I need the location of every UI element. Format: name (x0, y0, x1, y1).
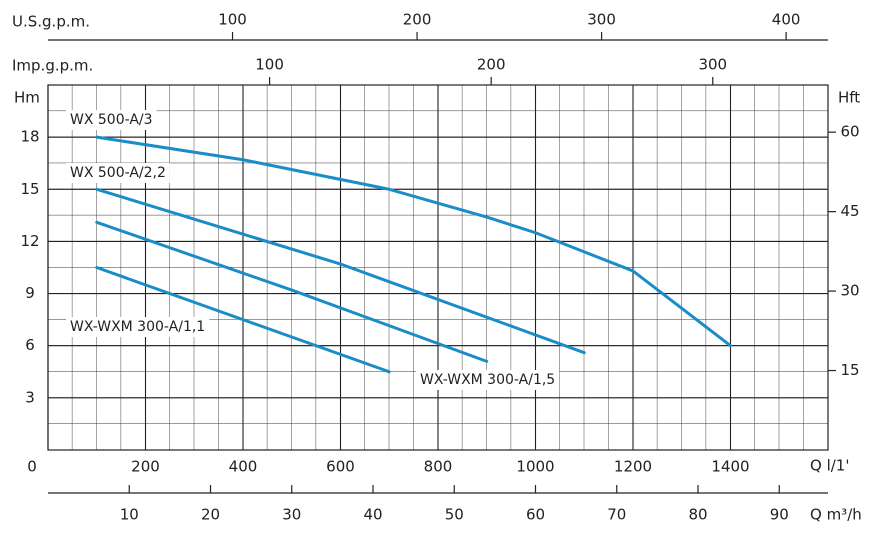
x2-tick-label: 50 (445, 506, 464, 524)
x2-tick-label: 40 (363, 506, 382, 524)
y-tick-label: 6 (25, 336, 35, 354)
x2-axis-label: Q m³/h (810, 506, 862, 524)
top-axis-label: Imp.g.p.m. (12, 57, 93, 75)
label-background (416, 370, 560, 390)
x-tick-label: 400 (229, 458, 258, 476)
label-background (66, 110, 157, 130)
curve-label: WX 500-A/2,2 (70, 165, 166, 181)
curve (95, 266, 391, 374)
x-tick-label: 1400 (711, 458, 749, 476)
top-tick-label: 300 (587, 11, 616, 29)
top-tick-label: 200 (403, 11, 432, 29)
y2-tick-label: 15 (840, 361, 859, 379)
x2-tick-label: 80 (688, 506, 707, 524)
x-tick-label: 1200 (614, 458, 652, 476)
y2-axis-label: Hft (838, 89, 860, 107)
y2-tick-label: 30 (840, 282, 859, 300)
x2-tick-label: 90 (770, 506, 789, 524)
y-tick-label: 9 (25, 284, 35, 302)
x2-tick-label: 30 (282, 506, 301, 524)
top-tick-label: 200 (477, 56, 506, 74)
top-tick-label: 100 (218, 11, 247, 29)
x2-tick-label: 60 (526, 506, 545, 524)
y2-tick-label: 60 (840, 123, 859, 141)
y-tick-label: 3 (25, 388, 35, 406)
y2-tick-label: 45 (840, 202, 859, 220)
curve (95, 135, 732, 348)
label-background (66, 163, 170, 183)
x-tick-label: 0 (27, 458, 37, 476)
top-tick-label: 400 (772, 11, 801, 29)
curve (95, 187, 586, 355)
curve (95, 220, 489, 363)
label-background (66, 317, 210, 337)
curve-label: WX-WXM 300-A/1,5 (420, 372, 555, 388)
top-tick-label: 100 (255, 56, 284, 74)
x-tick-label: 600 (326, 458, 355, 476)
y-axis-label: Hm (14, 89, 40, 107)
y-tick-label: 15 (20, 180, 39, 198)
curve-label: WX 500-A/3 (70, 112, 153, 128)
top-tick-label: 300 (698, 56, 727, 74)
x2-tick-label: 10 (120, 506, 139, 524)
top-axis-label: U.S.g.p.m. (12, 13, 90, 31)
x-tick-label: 800 (424, 458, 453, 476)
curve-label: WX-WXM 300-A/1,1 (70, 319, 205, 335)
x-tick-label: 1000 (516, 458, 554, 476)
y-tick-label: 18 (20, 128, 39, 146)
x2-tick-label: 20 (201, 506, 220, 524)
x2-tick-label: 70 (607, 506, 626, 524)
x-axis-label: Q l/1' (810, 457, 849, 475)
y-tick-label: 12 (20, 232, 39, 250)
x-tick-label: 200 (131, 458, 160, 476)
